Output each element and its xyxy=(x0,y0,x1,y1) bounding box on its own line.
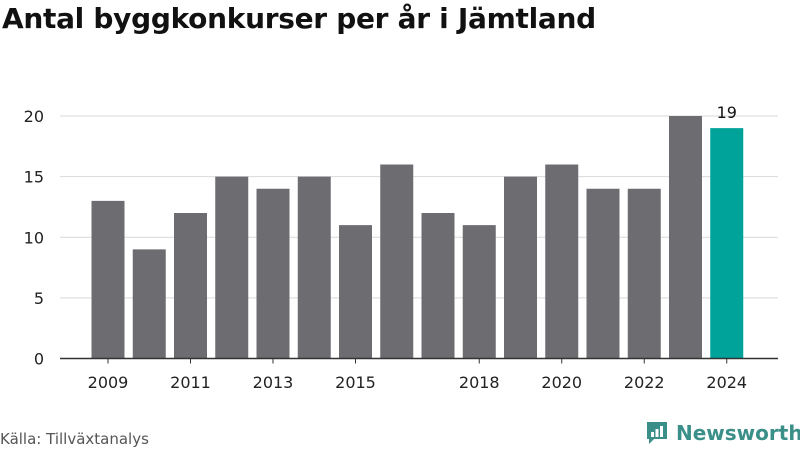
bar xyxy=(710,128,744,359)
bar xyxy=(297,176,331,359)
x-tick-label: 2011 xyxy=(170,373,211,392)
bar xyxy=(504,176,537,359)
bar xyxy=(669,116,702,359)
newsworthy-icon xyxy=(647,422,667,444)
bar xyxy=(380,164,414,359)
x-tick-label: 2015 xyxy=(335,373,376,392)
x-tick-label: 2022 xyxy=(624,373,665,392)
bar xyxy=(462,225,496,359)
bar xyxy=(545,164,579,359)
bar xyxy=(174,213,207,359)
brand-name: Newsworthy xyxy=(676,421,800,445)
y-tick-label: 20 xyxy=(24,107,44,126)
x-tick-label: 2018 xyxy=(459,373,500,392)
bar xyxy=(339,225,372,359)
x-tick-label: 2020 xyxy=(541,373,582,392)
y-tick-label: 5 xyxy=(34,289,44,308)
bar xyxy=(132,249,166,359)
bar-chart: 0 5 10 15 20 2009 2011 2013 2015 2018 2020 2022 2024… xyxy=(24,103,778,392)
bar xyxy=(91,200,125,359)
x-tick-label: 2013 xyxy=(253,373,294,392)
bar xyxy=(256,188,290,359)
chart-title: Antal byggkonkurser per år i Jämtland xyxy=(2,2,596,35)
x-tick-label: 2009 xyxy=(88,373,129,392)
source-note: Källa: Tillväxtanalys xyxy=(0,430,149,448)
y-tick-label: 10 xyxy=(24,228,44,247)
y-tick-label: 15 xyxy=(24,168,44,187)
bar xyxy=(421,213,455,359)
x-tick-label: 2024 xyxy=(706,373,747,392)
data-label: 19 xyxy=(717,103,737,122)
bar xyxy=(215,176,249,359)
bar xyxy=(586,188,620,359)
brand-logo: Newsworthy xyxy=(645,420,800,446)
bar xyxy=(627,188,661,359)
y-tick-label: 0 xyxy=(34,350,44,369)
